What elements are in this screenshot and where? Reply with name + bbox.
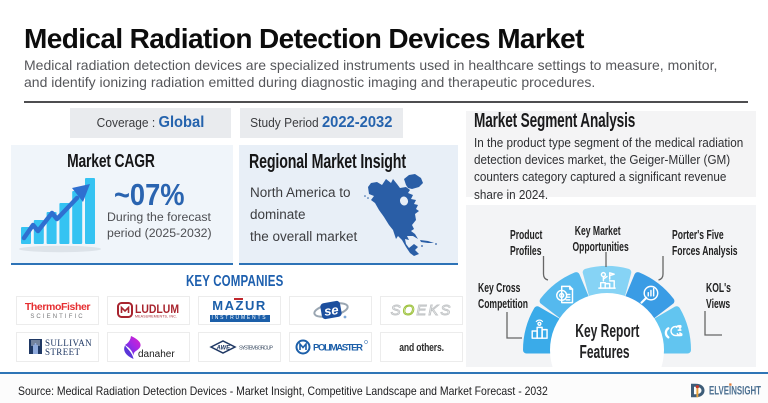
svg-text:ELVEINSIGHT: ELVEINSIGHT <box>709 386 761 398</box>
svg-text:STREET: STREET <box>45 347 81 357</box>
svg-text:se: se <box>323 302 339 319</box>
svg-text:SULLIVAN: SULLIVAN <box>45 338 92 348</box>
svg-text:danaher: danaher <box>138 349 175 360</box>
svg-text:MEASUREMENTS, INC.: MEASUREMENTS, INC. <box>135 315 177 319</box>
svg-text:AWE: AWE <box>216 346 232 352</box>
svg-text:POLIMASTER: POLIMASTER <box>313 343 363 354</box>
svg-text:LUDLUM: LUDLUM <box>135 302 179 316</box>
svg-text:SYSTEMS GROUP: SYSTEMS GROUP <box>239 346 273 352</box>
